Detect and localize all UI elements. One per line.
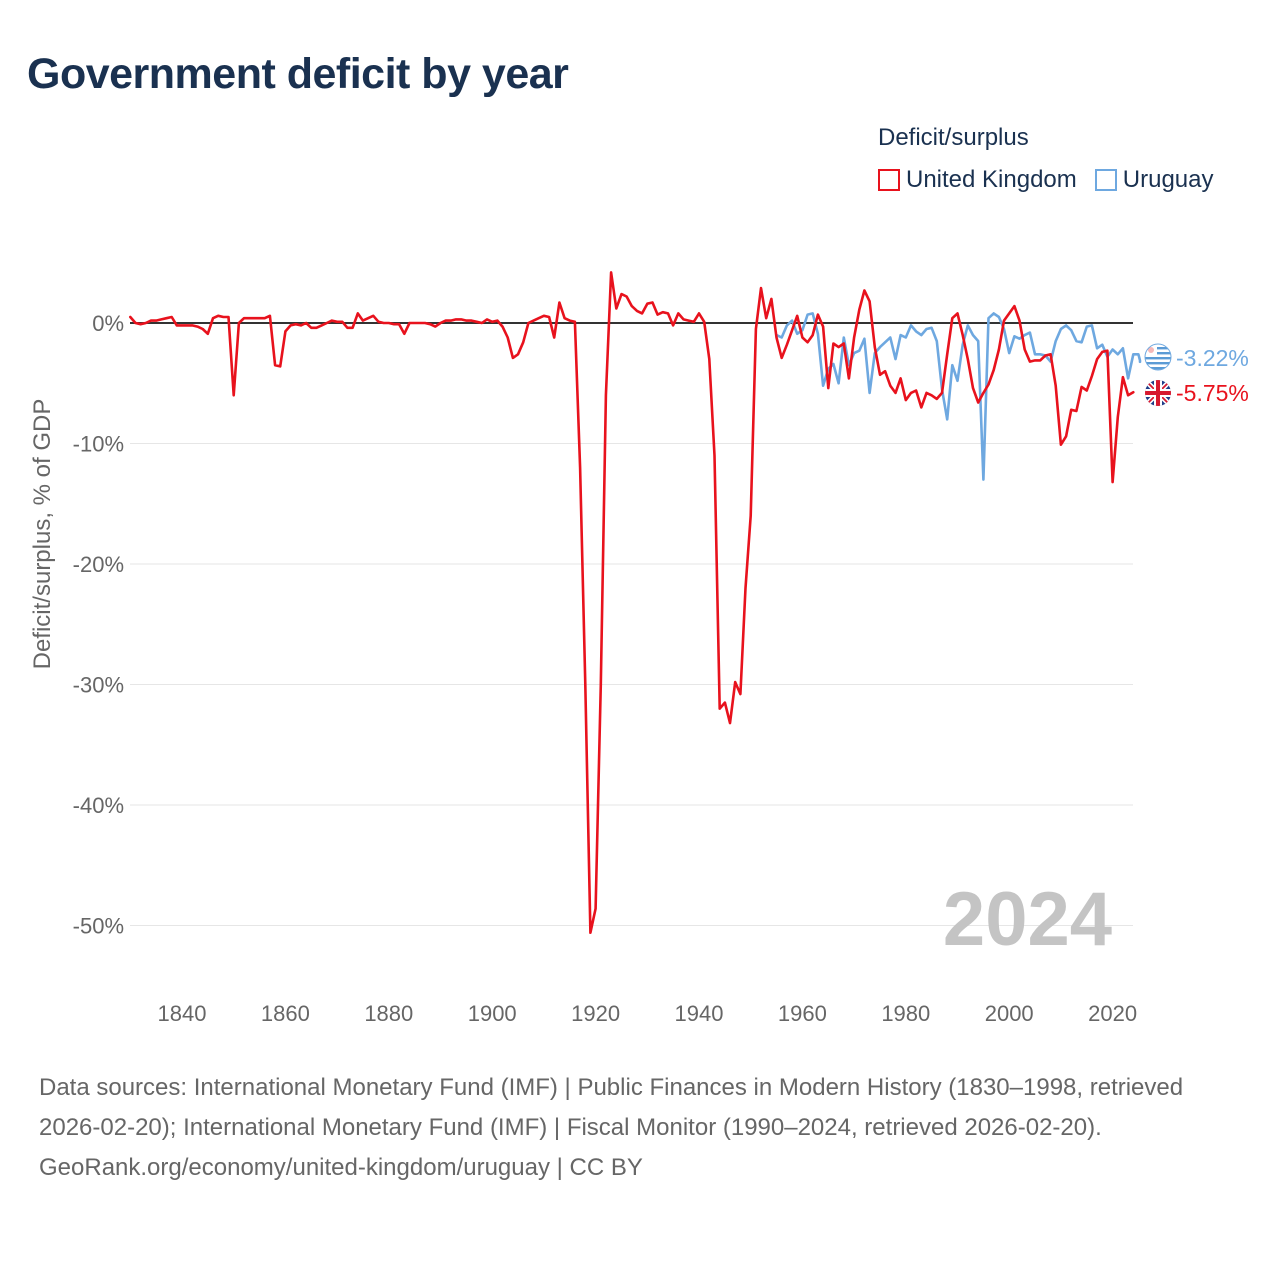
legend: United Kingdom Uruguay xyxy=(878,166,1231,194)
y-tick-label: -20% xyxy=(73,552,124,577)
series-line-uruguay xyxy=(775,312,1142,481)
chart-title: Government deficit by year xyxy=(27,50,569,98)
x-tick-label: 1940 xyxy=(675,1001,724,1026)
legend-swatch-united-kingdom xyxy=(878,169,900,191)
footer-sources: Data sources: International Monetary Fun… xyxy=(39,1074,1184,1141)
x-tick-label: 2020 xyxy=(1088,1001,1137,1026)
year-watermark: 2024 xyxy=(943,877,1112,962)
footer: Data sources: International Monetary Fun… xyxy=(39,1068,1239,1188)
x-tick-label: 1980 xyxy=(881,1001,930,1026)
end-label-united-kingdom: -5.75% xyxy=(1176,380,1249,406)
legend-item-uruguay[interactable]: Uruguay xyxy=(1094,166,1214,194)
legend-label-united-kingdom: United Kingdom xyxy=(906,166,1077,193)
legend-swatch-uruguay xyxy=(1094,169,1117,191)
y-tick-label: -50% xyxy=(73,914,124,939)
x-tick-label: 1840 xyxy=(158,1001,207,1026)
footer-credit: GeoRank.org/economy/united-kingdom/urugu… xyxy=(39,1154,643,1181)
x-tick-label: 2000 xyxy=(985,1001,1034,1026)
uruguay-flag-icon xyxy=(1144,343,1172,371)
chart-area: 2024 0% -10% -20% -30% -40% -50% 1840 1860 1880 1… xyxy=(29,271,1249,1026)
legend-item-united-kingdom[interactable]: United Kingdom xyxy=(878,166,1077,194)
y-tick-label: -40% xyxy=(73,793,124,818)
uk-flag-icon xyxy=(1145,380,1171,406)
y-tick-label: -10% xyxy=(73,432,124,457)
x-tick-label: 1960 xyxy=(778,1001,827,1026)
y-tick-label: 0% xyxy=(92,311,124,336)
x-tick-label: 1860 xyxy=(261,1001,310,1026)
x-tick-label: 1900 xyxy=(468,1001,517,1026)
legend-title: Deficit/surplus xyxy=(878,124,1029,151)
y-tick-label: -30% xyxy=(73,673,124,698)
series-line-united-kingdom xyxy=(129,271,1135,934)
x-tick-label: 1880 xyxy=(364,1001,413,1026)
x-tick-label: 1920 xyxy=(571,1001,620,1026)
legend-label-uruguay: Uruguay xyxy=(1122,166,1214,193)
y-axis-label: Deficit/surplus, % of GDP xyxy=(29,399,56,670)
end-label-uruguay: -3.22% xyxy=(1176,345,1249,371)
